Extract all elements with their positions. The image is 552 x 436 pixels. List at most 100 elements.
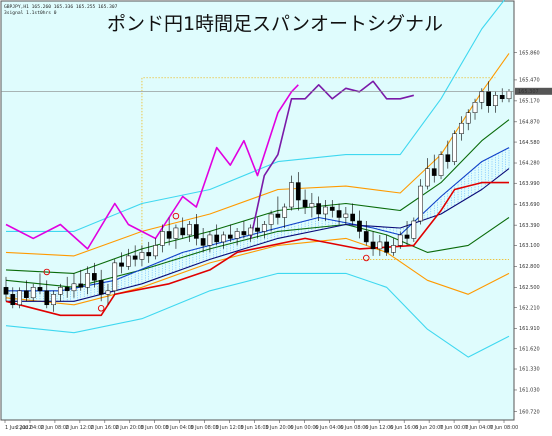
candle-body <box>404 234 410 239</box>
candle-body <box>255 227 260 232</box>
x-tick-label: 6 Jun 12:00 <box>365 425 394 431</box>
candle-body <box>445 154 451 162</box>
x-tick-label: 6 Jun 16:00 <box>390 425 419 431</box>
indicator-lines <box>5 0 510 358</box>
signal-down-marker <box>43 268 51 276</box>
candle-body <box>486 91 491 106</box>
line-span-red <box>5 181 509 317</box>
candle-body <box>71 283 77 292</box>
candle-body <box>343 213 349 218</box>
candle-body <box>295 182 301 201</box>
y-tick-label: 163.990 <box>519 181 540 187</box>
x-tick-label: 6 Jun 20:00 <box>415 425 444 431</box>
y-tick-label: 161.330 <box>519 367 540 373</box>
x-tick-label: 2 Jun 12:00 <box>66 425 95 431</box>
x-tick-label: 3 Jun 12:00 <box>215 425 244 431</box>
candle-body <box>92 273 97 281</box>
candle-body <box>193 224 199 239</box>
candle-body <box>357 220 362 232</box>
candle-body <box>384 241 390 253</box>
cloud-hatch <box>5 147 510 302</box>
line-bb-outer-lower <box>5 272 510 358</box>
candle-body <box>166 231 172 239</box>
candle-body <box>105 290 111 295</box>
candle-body <box>282 206 288 218</box>
candle-body <box>391 245 396 253</box>
current-price: 165.307 <box>1 87 552 95</box>
candle-body <box>465 112 471 124</box>
y-tick-label: 162.800 <box>519 264 540 270</box>
candle-body <box>275 213 281 218</box>
candle-body <box>459 122 464 134</box>
y-tick-label: 162.210 <box>519 305 540 311</box>
x-tick-label: 2 Jun 16:00 <box>91 425 120 431</box>
x-tick-label: 1 Jun 2022 <box>5 425 32 431</box>
x-tick-label: 7 Jun 04:00 <box>465 425 494 431</box>
candle-body <box>323 206 328 215</box>
dotted-level-high <box>141 77 496 260</box>
candle-body <box>30 287 36 299</box>
candles <box>3 81 512 312</box>
candle-body <box>112 262 118 292</box>
signal-up-marker <box>363 254 370 262</box>
y-axis: 165.860 165.470 165.170 164.870 164.580 164.2… <box>514 50 540 415</box>
candle-body <box>329 206 335 211</box>
current-price-label: 165.307 <box>518 89 539 95</box>
candle-body <box>51 294 56 306</box>
candle-body <box>377 241 383 250</box>
candle-body <box>234 231 240 239</box>
x-tick-label: 6 Jun 08:00 <box>340 425 369 431</box>
dotted-levels <box>141 77 509 260</box>
candle-body <box>289 182 294 208</box>
candle-body <box>418 185 423 222</box>
x-tick-label: 2 Jun 08:00 <box>41 425 70 431</box>
candle-body <box>397 234 403 246</box>
candle-body <box>493 95 498 107</box>
signals <box>43 212 370 312</box>
candle-body <box>159 231 165 246</box>
y-tick-label: 163.690 <box>519 202 540 208</box>
candle-body <box>125 255 131 267</box>
line-bb-inner-lower <box>5 217 510 288</box>
candle-body <box>506 91 512 100</box>
x-tick-label: 3 Jun 16:00 <box>240 425 269 431</box>
current-price-tag <box>515 87 552 95</box>
candle-body <box>316 203 322 215</box>
y-tick-label: 161.910 <box>519 326 540 332</box>
line-bb-outer-upper <box>6 0 506 232</box>
candle-body <box>452 133 457 162</box>
candle-body <box>336 210 342 218</box>
y-tick-label: 164.580 <box>519 140 540 146</box>
candle-body <box>350 213 356 222</box>
candle-body <box>85 273 90 288</box>
y-tick-label: 161.030 <box>519 388 540 394</box>
symbol-line: GBPJPY,H1 165.260 165.336 165.255 165.30… <box>4 4 118 10</box>
x-tick-label: 6 Jun 00:00 <box>290 425 319 431</box>
signal-up-marker <box>97 305 105 312</box>
candle-body <box>17 290 22 306</box>
x-tick-label: 3 Jun 08:00 <box>190 425 219 431</box>
candle-body <box>411 220 417 239</box>
candle-body <box>431 168 437 176</box>
candle-body <box>261 224 267 232</box>
candle-body <box>139 252 145 260</box>
candle-body <box>248 227 254 236</box>
candle-body <box>24 290 29 299</box>
x-tick-label: 2 Jun 20:00 <box>115 425 144 431</box>
y-tick-label: 163.390 <box>519 223 540 229</box>
x-tick-label: 6 Jun 04:00 <box>315 425 344 431</box>
y-tick-label: 164.280 <box>519 161 540 167</box>
y-tick-label: 164.870 <box>519 120 540 126</box>
candle-body <box>438 154 444 176</box>
candle-body <box>132 255 138 260</box>
chart-title: ポンド円1時間足スパンオートシグナル <box>107 13 443 35</box>
candle-body <box>64 287 70 292</box>
candle-body <box>425 168 430 187</box>
x-tick-label: 3 Jun 00:00 <box>140 425 169 431</box>
candle-body <box>187 224 192 236</box>
x-tick-label: 3 Jun 04:00 <box>165 425 194 431</box>
candle-body <box>268 213 274 225</box>
y-tick-label: 162.500 <box>519 285 540 291</box>
x-tick-label: 7 Jun 00:00 <box>440 425 469 431</box>
